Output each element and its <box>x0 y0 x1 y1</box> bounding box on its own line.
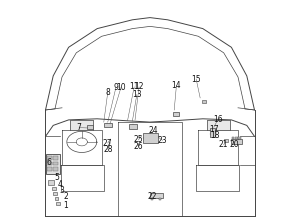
Bar <box>231 139 242 144</box>
Text: 15: 15 <box>191 75 201 84</box>
Bar <box>224 139 228 142</box>
Text: 9: 9 <box>113 83 118 92</box>
Text: 2: 2 <box>64 192 68 201</box>
Bar <box>104 123 112 127</box>
Text: 18: 18 <box>210 131 219 140</box>
Bar <box>53 167 58 171</box>
Bar <box>53 162 58 165</box>
Text: 11: 11 <box>129 82 139 91</box>
Text: 21: 21 <box>219 140 229 149</box>
Bar <box>48 180 54 185</box>
Text: 23: 23 <box>158 136 167 145</box>
Polygon shape <box>70 120 93 130</box>
Text: 7: 7 <box>77 123 82 132</box>
Bar <box>56 202 60 205</box>
Bar <box>173 112 179 116</box>
Bar <box>129 124 137 129</box>
Bar <box>159 198 161 200</box>
Bar <box>53 156 58 160</box>
Bar <box>55 197 58 200</box>
Text: 20: 20 <box>230 140 239 149</box>
Text: 14: 14 <box>172 81 181 90</box>
Text: 26: 26 <box>134 143 143 151</box>
Bar <box>143 133 158 143</box>
Bar <box>232 137 235 139</box>
Text: 27: 27 <box>103 139 112 147</box>
Bar <box>52 187 56 190</box>
Bar <box>151 198 153 200</box>
Bar <box>47 162 52 165</box>
Text: 5: 5 <box>55 173 60 182</box>
Polygon shape <box>207 120 230 130</box>
Text: 1: 1 <box>63 201 68 210</box>
Text: 25: 25 <box>134 135 143 144</box>
Text: 28: 28 <box>103 145 112 154</box>
Bar <box>238 137 241 139</box>
Text: 10: 10 <box>116 83 126 92</box>
Text: 6: 6 <box>47 158 52 167</box>
Bar <box>47 156 52 160</box>
Bar <box>210 128 215 137</box>
Text: 17: 17 <box>210 125 219 134</box>
Text: 13: 13 <box>132 90 142 99</box>
Text: 4: 4 <box>57 180 62 189</box>
Bar <box>150 192 163 198</box>
Text: 3: 3 <box>59 187 64 195</box>
Bar <box>47 167 52 171</box>
Bar <box>202 100 206 103</box>
Text: 12: 12 <box>134 82 144 91</box>
Text: 24: 24 <box>148 126 158 135</box>
Bar <box>53 192 57 195</box>
Bar <box>236 137 238 139</box>
Text: 22: 22 <box>148 192 157 201</box>
Text: 8: 8 <box>105 88 110 97</box>
Bar <box>87 125 94 129</box>
Text: 16: 16 <box>213 116 223 124</box>
Bar <box>46 154 60 174</box>
